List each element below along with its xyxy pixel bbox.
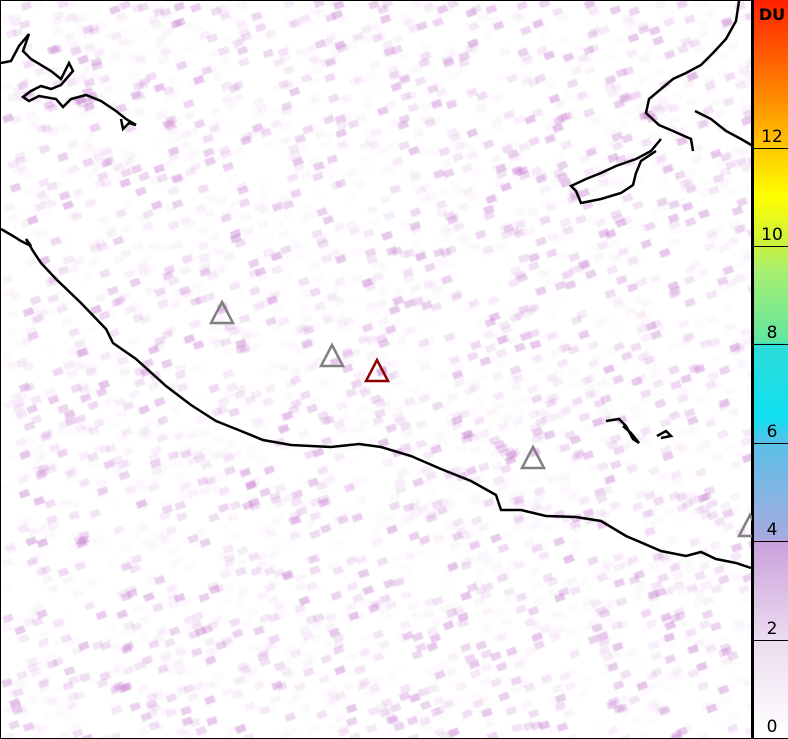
colorbar-tick <box>754 344 788 346</box>
colorbar-tick-label: 2 <box>766 618 778 639</box>
colorbar-tick <box>754 639 788 641</box>
colorbar-tick-label: 6 <box>766 421 778 442</box>
coastline-northeast <box>568 1 753 205</box>
colorbar: DU 0 2 4 6 8 10 12 <box>752 0 788 739</box>
volcano-triangle-icon[interactable] <box>318 342 346 368</box>
coastline-northwest <box>1 33 137 132</box>
volcano-triangle-icon[interactable] <box>363 357 391 383</box>
coastline-main <box>1 227 752 570</box>
volcano-triangle-icon[interactable] <box>736 512 753 538</box>
colorbar-unit-label: DU <box>758 5 786 24</box>
colorbar-tick <box>754 246 788 247</box>
colorbar-tick-label: 8 <box>766 323 778 344</box>
map-panel[interactable] <box>0 0 753 739</box>
colorbar-tick-label: 12 <box>761 126 783 147</box>
colorbar-tick <box>754 147 788 149</box>
volcano-triangle-icon[interactable] <box>519 444 547 470</box>
volcano-triangle-icon[interactable] <box>208 299 236 325</box>
map-overlay <box>1 1 753 570</box>
so2-data-layer <box>1 1 751 738</box>
volcano-markers <box>208 299 753 538</box>
colorbar-tick-label: 0 <box>766 717 778 737</box>
colorbar-tick-label: 4 <box>766 520 778 541</box>
coastline-islands-east <box>605 417 674 445</box>
colorbar-tick-label: 10 <box>761 225 783 245</box>
colorbar-tick <box>754 541 788 543</box>
colorbar-tick <box>754 442 788 444</box>
